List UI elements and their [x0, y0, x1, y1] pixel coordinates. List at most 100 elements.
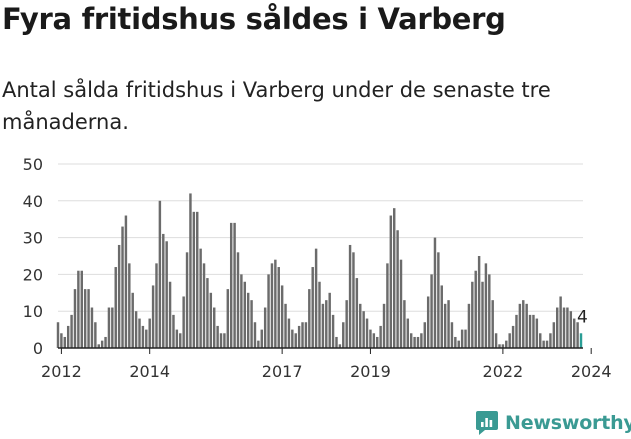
bar	[240, 274, 243, 348]
bar	[172, 314, 175, 348]
bar	[301, 322, 304, 348]
bar	[426, 296, 430, 348]
bar	[104, 336, 107, 348]
bar	[474, 270, 477, 348]
bar	[236, 252, 240, 348]
bar	[372, 333, 376, 348]
bar	[511, 325, 515, 348]
bar	[403, 300, 406, 348]
bar	[73, 289, 77, 348]
bar	[107, 307, 111, 348]
newsworthy-logo-icon	[476, 411, 498, 435]
bar	[345, 300, 348, 348]
x-tick-label: 2019	[350, 362, 391, 381]
bar	[331, 314, 335, 348]
bar	[569, 311, 573, 348]
bar	[66, 325, 70, 348]
bar	[576, 322, 579, 348]
annotations: 4	[577, 307, 588, 327]
bar	[335, 336, 338, 348]
bar	[525, 303, 528, 348]
bar	[389, 215, 393, 348]
bar	[454, 336, 457, 348]
bar	[491, 300, 494, 348]
latest-value-label: 4	[577, 307, 588, 327]
bar	[420, 333, 423, 348]
bar	[97, 344, 100, 348]
bar	[196, 211, 199, 348]
brand-name: Newsworthy	[505, 412, 631, 434]
bar	[304, 322, 308, 348]
bar	[362, 311, 365, 348]
bar	[481, 281, 484, 348]
chart-subtitle: Antal sålda fritidshus i Varberg under d…	[2, 78, 551, 134]
chart-title: Fyra fritidshus såldes i Varberg	[2, 2, 506, 36]
bar	[386, 263, 389, 348]
bar	[141, 325, 145, 348]
bar	[151, 285, 155, 348]
x-tick-label: 2022	[483, 362, 524, 381]
bar	[556, 307, 559, 348]
bar	[111, 307, 114, 348]
bar	[229, 222, 233, 348]
bar	[508, 333, 511, 348]
bar	[505, 340, 508, 348]
bar	[294, 333, 297, 348]
bar	[216, 325, 219, 348]
bar	[233, 222, 236, 348]
bar	[352, 252, 355, 348]
bar	[185, 252, 189, 348]
bar	[287, 318, 291, 348]
bar	[311, 267, 314, 348]
bar	[325, 300, 328, 348]
bar	[369, 329, 372, 348]
x-axis: 2012 2014 2017 2019 2022 2024	[41, 347, 612, 381]
bar	[148, 318, 151, 348]
bar	[87, 289, 90, 348]
bar	[77, 270, 80, 348]
bar	[179, 333, 182, 348]
bar	[566, 307, 569, 348]
bar	[243, 281, 247, 348]
bar	[413, 336, 416, 348]
bar	[182, 296, 185, 348]
bar	[199, 248, 202, 348]
bar	[270, 263, 274, 348]
bar	[56, 322, 60, 348]
bar	[124, 215, 128, 348]
bar	[359, 303, 362, 348]
bar	[314, 248, 318, 348]
bar	[131, 292, 134, 348]
bar	[355, 278, 359, 348]
x-tick-label: 2014	[129, 362, 170, 381]
bar	[447, 300, 450, 348]
bar	[494, 333, 498, 348]
bar	[318, 281, 321, 348]
bar	[522, 300, 525, 348]
bar	[128, 263, 131, 348]
bar	[94, 322, 97, 348]
bar	[406, 318, 410, 348]
x-tick-label: 2012	[41, 362, 82, 381]
bar	[430, 274, 433, 348]
bar	[501, 344, 505, 348]
y-tick-label: 40	[23, 192, 43, 211]
bar	[63, 336, 67, 348]
bar	[467, 303, 471, 348]
bar	[134, 311, 138, 348]
bar	[297, 325, 301, 348]
bar	[484, 263, 488, 348]
bar	[250, 300, 253, 348]
bar	[138, 318, 141, 348]
y-tick-label: 10	[23, 302, 43, 321]
bar	[291, 329, 294, 348]
bar	[379, 325, 382, 348]
bar	[168, 281, 172, 348]
bar	[450, 322, 454, 348]
bar	[433, 237, 437, 348]
bar	[212, 307, 216, 348]
bar	[376, 336, 379, 348]
bar	[117, 244, 121, 348]
bar	[342, 322, 345, 348]
x-tick-label: 2024	[571, 362, 612, 381]
